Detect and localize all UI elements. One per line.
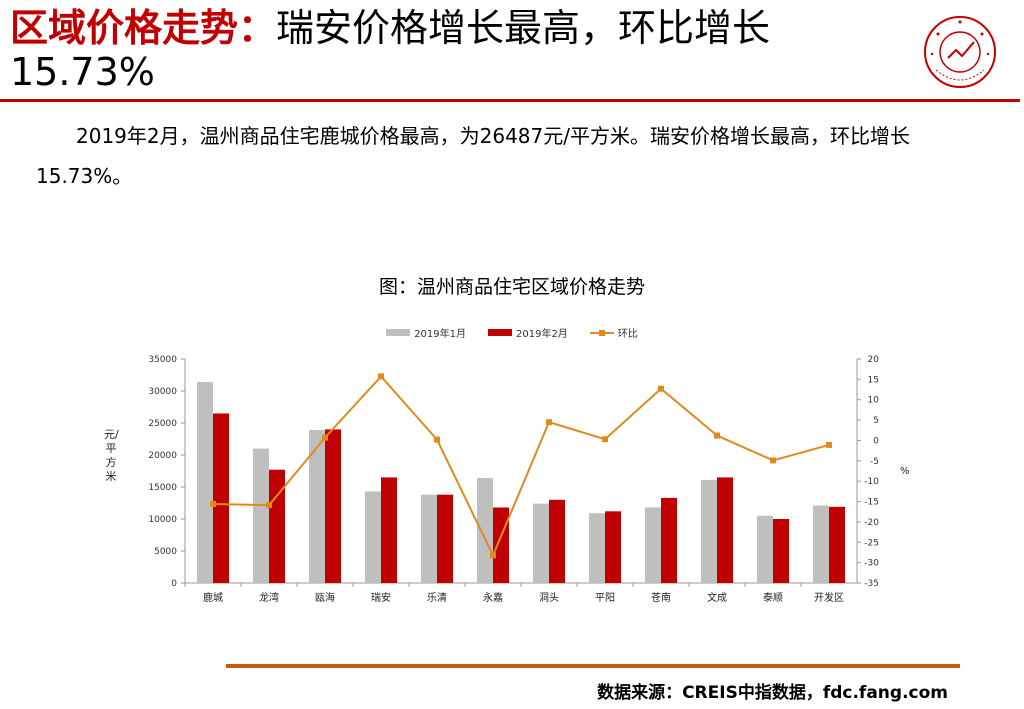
legend-item-feb: 2019年2月 (488, 325, 568, 340)
bar-jan (197, 382, 213, 583)
title-highlight: 区域价格走势： (10, 6, 277, 50)
mom-point (714, 432, 720, 439)
bar-jan (645, 507, 661, 583)
bar-jan (365, 491, 381, 583)
bar-jan (701, 479, 717, 583)
y-tick-label-right: -10 (864, 477, 879, 487)
y-tick-label-left: 20000 (148, 451, 177, 461)
bar-feb (829, 506, 845, 583)
description-text: 2019年2月，温州商品住宅鹿城价格最高，为26487元/平方米。瑞安价格增长最… (36, 124, 910, 188)
title-rest: 瑞安价格增长最高，环比增长15.73% (10, 6, 771, 94)
y-tick-label-right: -25 (864, 538, 879, 548)
y-tick-label-right: 0 (873, 436, 879, 446)
y-tick-label-left: 5000 (154, 547, 177, 557)
y-tick-label-right: -20 (864, 518, 879, 528)
x-tick-label: 瑞安 (371, 591, 391, 604)
bar-feb (717, 477, 733, 583)
footer-divider (226, 664, 960, 668)
y-tick-label-right: 20 (868, 355, 880, 365)
y-tick-label-left: 15000 (148, 483, 177, 493)
mom-point (490, 552, 496, 559)
legend-item-jan: 2019年1月 (386, 325, 466, 340)
y-tick-label-right: 15 (868, 375, 879, 385)
chart-legend: 2019年1月 2019年2月 环比 (0, 325, 1024, 340)
mom-point (434, 436, 440, 443)
bar-jan (757, 515, 773, 583)
bar-jan (589, 513, 605, 583)
bar-feb (605, 511, 621, 583)
mom-point (770, 457, 776, 464)
legend-swatch-jan (386, 329, 411, 336)
legend-item-mom: 环比 (589, 325, 638, 340)
y-tick-label-left: 0 (171, 579, 177, 589)
page-title: 区域价格走势：瑞安价格增长最高，环比增长15.73% (10, 6, 910, 94)
mom-point (658, 385, 664, 392)
bar-jan (813, 505, 829, 583)
legend-swatch-mom (589, 329, 614, 336)
legend-label-jan: 2019年1月 (414, 329, 466, 340)
bar-feb (773, 519, 789, 583)
y-axis-left-label: 元/平方米 (104, 428, 119, 483)
bar-feb (381, 477, 397, 583)
x-tick-label: 瓯海 (315, 591, 335, 604)
mom-point (210, 500, 216, 507)
bar-feb (549, 499, 565, 583)
bar-jan (253, 448, 269, 583)
mom-point (602, 436, 608, 443)
bar-feb (437, 494, 453, 583)
title-divider (0, 99, 1020, 102)
x-tick-label: 龙湾 (259, 591, 279, 604)
china-index-academy-logo (924, 16, 996, 88)
y-tick-label-right: -5 (870, 457, 879, 467)
y-tick-label-left: 35000 (148, 355, 177, 365)
mom-point (322, 434, 328, 441)
y-tick-label-left: 25000 (148, 419, 177, 429)
bar-feb (493, 507, 509, 583)
y-tick-label-right: 10 (868, 396, 880, 406)
bar-feb (213, 413, 229, 583)
legend-label-feb: 2019年2月 (516, 329, 568, 340)
y-tick-label-right: -35 (864, 579, 879, 589)
bar-feb (661, 497, 677, 583)
legend-swatch-feb (488, 329, 512, 336)
x-tick-label: 永嘉 (483, 591, 503, 604)
legend-label-mom: 环比 (617, 329, 638, 340)
mom-point (266, 502, 272, 509)
x-tick-label: 开发区 (814, 591, 844, 604)
bar-feb (325, 429, 341, 583)
bar-jan (309, 430, 325, 583)
bar-jan (533, 503, 549, 583)
y-tick-label-right: -15 (864, 498, 879, 508)
x-tick-label: 文成 (707, 591, 727, 604)
bar-jan (477, 478, 493, 583)
x-tick-label: 苍南 (651, 591, 671, 604)
bar-feb (269, 469, 285, 583)
y-tick-label-left: 30000 (148, 387, 177, 397)
x-tick-label: 鹿城 (203, 591, 223, 604)
bar-jan (421, 494, 437, 583)
x-tick-label: 乐清 (427, 591, 447, 604)
chart-title: 图：温州商品住宅区域价格走势 (378, 276, 645, 298)
mom-line (212, 374, 830, 558)
y-tick-label-right: 5 (873, 416, 879, 426)
x-tick-label: 洞头 (539, 592, 559, 604)
x-tick-label: 平阳 (595, 592, 615, 604)
mom-point (826, 441, 832, 448)
y-tick-label-left: 10000 (148, 515, 177, 525)
y-axis-right-label: % (900, 466, 910, 477)
y-tick-label-right: -30 (864, 559, 879, 569)
mom-point (378, 373, 384, 380)
mom-point (546, 419, 552, 426)
data-source: 数据来源：CREIS中指数据，fdc.fang.com (597, 683, 948, 703)
x-tick-label: 泰顺 (763, 591, 783, 604)
